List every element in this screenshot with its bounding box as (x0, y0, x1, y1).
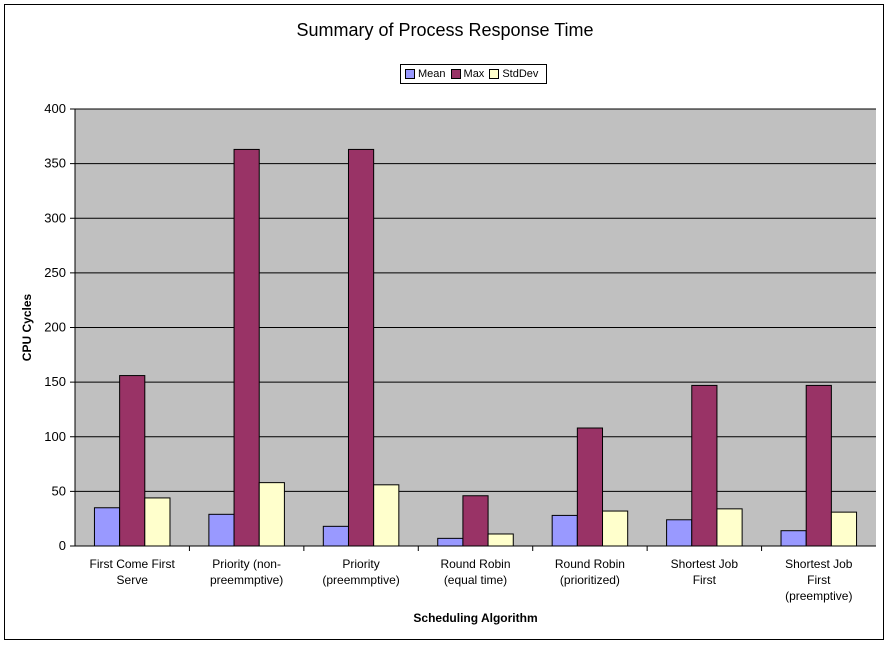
y-tick-label: 50 (52, 483, 66, 498)
x-tick-label: Priority (non-preemmptive) (210, 557, 283, 587)
bar-stddev (602, 510, 629, 547)
x-tick-label: Shortest Job First (preemptive) (785, 557, 853, 603)
bar-mean (93, 507, 121, 547)
x-tick-label-line: Serve (117, 573, 149, 587)
x-tick-label-line: Shortest Job (671, 557, 739, 571)
legend: Mean Max StdDev (400, 64, 547, 84)
bar-mean (437, 537, 464, 547)
x-tick-label-line: Shortest Job (785, 557, 853, 571)
bar-max (347, 148, 375, 547)
bar-mean (666, 519, 693, 547)
y-tick-label: 0 (59, 538, 66, 553)
y-tick-label: 400 (44, 101, 66, 116)
legend-label-max: Max (463, 68, 485, 80)
bar-max (119, 375, 146, 547)
x-tick-label-line: Priority (non- (212, 557, 281, 571)
chart-title: Summary of Process Response Time (296, 20, 594, 40)
x-tick-label-line: (equal time) (444, 573, 507, 587)
x-tick-label: Round Robin (prioritized) (555, 557, 625, 587)
bar-stddev (716, 508, 743, 547)
x-tick-label-line: (preemptive) (785, 589, 852, 603)
x-tick-label: Priority (preemmptive) (322, 557, 399, 587)
bar-mean (208, 513, 235, 547)
x-tick-label-line: Round Robin (440, 557, 510, 571)
bar-stddev (487, 533, 514, 547)
y-tick-label: 350 (44, 156, 66, 171)
bar-max (462, 495, 489, 547)
x-tick-label-line: preemmptive) (210, 573, 283, 587)
x-tick-label: Round Robin (equal time) (440, 557, 510, 587)
y-tick-label: 250 (44, 265, 66, 280)
x-tick-label-line: First (807, 573, 831, 587)
x-tick-label-line: (prioritized) (560, 573, 620, 587)
legend-item-mean: Mean (405, 68, 446, 80)
legend-swatch-stddev (489, 69, 500, 79)
y-tick-label: 150 (44, 374, 66, 389)
bar-mean (551, 514, 578, 547)
x-tick-label: First Come First Serve (90, 557, 176, 587)
bar-stddev (258, 482, 285, 547)
bar-stddev (830, 511, 858, 547)
x-tick-label-line: Round Robin (555, 557, 625, 571)
x-tick-label-line: Priority (342, 557, 379, 571)
x-tick-label: Shortest Job First (671, 557, 739, 587)
bar-stddev (373, 484, 400, 547)
bar-max (576, 427, 604, 547)
y-tick-label: 200 (44, 320, 66, 335)
y-tick-label: 300 (44, 210, 66, 225)
y-axis-title: CPU Cycles (20, 293, 34, 361)
legend-item-stddev: StdDev (489, 68, 538, 80)
bar-mean (322, 525, 349, 547)
legend-swatch-mean (405, 69, 415, 79)
x-axis-title: Scheduling Algorithm (413, 611, 537, 625)
bar-stddev (144, 497, 171, 547)
bar-max (805, 384, 832, 547)
x-tick-label-line: First (693, 573, 717, 587)
bar-max (233, 148, 260, 547)
x-tick-label-line: (preemmptive) (322, 573, 399, 587)
legend-swatch-max (450, 69, 461, 79)
legend-label-mean: Mean (418, 68, 446, 80)
bar-mean (780, 530, 807, 547)
bar-max (691, 384, 718, 547)
x-tick-label-line: First Come First (90, 557, 176, 571)
legend-label-stddev: StdDev (502, 68, 539, 80)
y-tick-label: 100 (44, 429, 66, 444)
legend-item-max: Max (450, 68, 485, 80)
